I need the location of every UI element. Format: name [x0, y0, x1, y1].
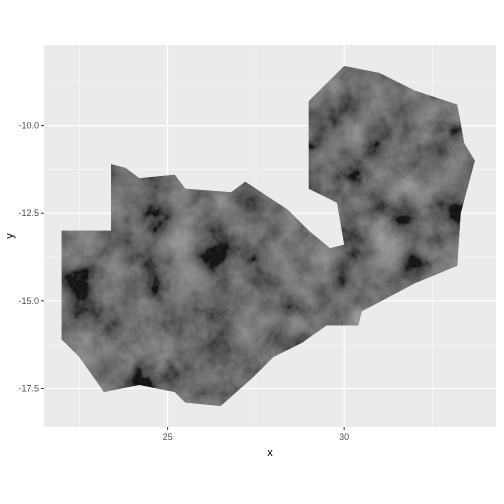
x-tick-label: 30	[339, 432, 349, 442]
y-tick-label: -15.0	[18, 296, 39, 306]
x-axis-title: x	[267, 447, 273, 459]
x-axis: 25 30	[163, 427, 349, 442]
y-tick-label: -10.0	[18, 121, 39, 131]
y-axis-title: y	[4, 233, 16, 239]
y-tick-label: -12.5	[18, 208, 39, 218]
x-tick-label: 25	[163, 432, 173, 442]
y-tick-label: -17.5	[18, 383, 39, 393]
y-axis: -10.0 -12.5 -15.0 -17.5	[18, 121, 44, 393]
